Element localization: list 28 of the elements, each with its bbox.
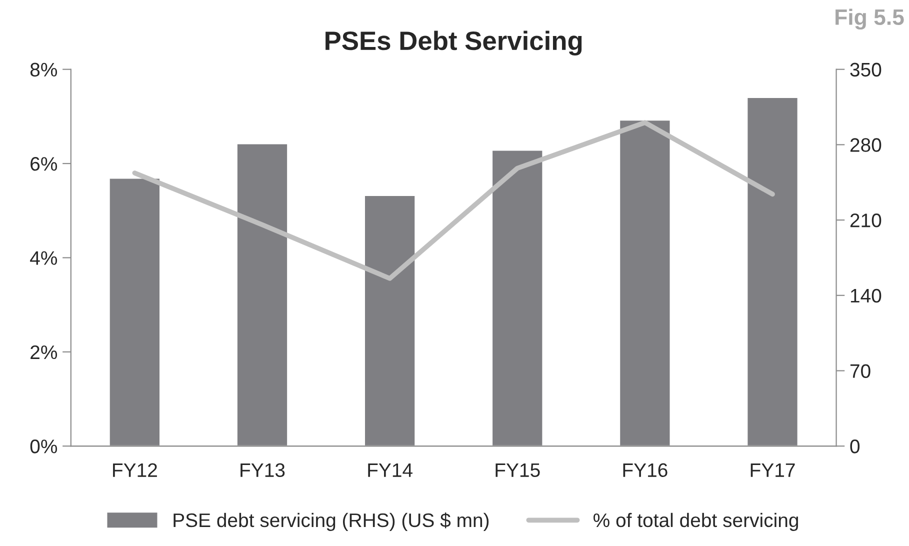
y2-tick-label: 210 — [850, 214, 882, 228]
bar — [618, 119, 672, 446]
chart-title: PSEs Debt Servicing — [326, 30, 582, 56]
x-tick-label: FY17 — [750, 463, 795, 477]
bar — [746, 96, 799, 446]
y2-tick-label: 0 — [850, 440, 860, 454]
y-tick-label: 0% — [30, 440, 58, 454]
line-series — [132, 120, 775, 281]
legend-label: % of total debt servicing — [594, 512, 798, 531]
x-tick-label: FY12 — [113, 463, 157, 477]
y2-tick-label: 140 — [850, 288, 882, 303]
bar — [364, 194, 416, 446]
x-tick-label: FY13 — [240, 463, 285, 478]
y2-tick-label: 280 — [850, 138, 882, 152]
x-tick-label: FY14 — [368, 463, 412, 477]
bar — [108, 177, 161, 446]
y2-tick-label: 70 — [850, 364, 870, 378]
x-tick-label: FY16 — [623, 463, 668, 478]
x-tick-label: FY15 — [496, 463, 540, 478]
y-tick-label: 8% — [30, 62, 58, 77]
y2-tick-label: 350 — [850, 62, 882, 77]
bar — [236, 142, 288, 446]
y-tick-label: 4% — [30, 251, 58, 265]
caption: Fig 5.5 — [836, 8, 904, 30]
y-tick-label: 2% — [30, 345, 58, 360]
bar — [491, 149, 544, 446]
y-tick-label: 6% — [30, 156, 58, 171]
legend-label: PSE debt servicing (RHS) (US $ mn) — [174, 512, 489, 531]
